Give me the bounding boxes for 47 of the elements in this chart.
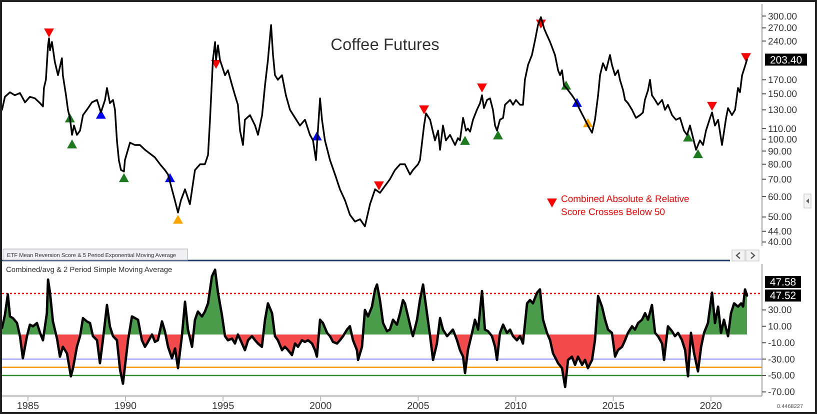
- y-tick-label: 80.00: [768, 160, 792, 170]
- point: [173, 214, 183, 224]
- point: [419, 105, 430, 114]
- y-tick-label: 110.00: [768, 124, 796, 135]
- y-tick-label: -10.00: [768, 338, 795, 349]
- x-tick-label: 1995: [212, 401, 235, 412]
- point: [741, 53, 751, 62]
- point: [693, 149, 703, 158]
- y-tick-label: -70.00: [768, 387, 795, 398]
- point: [477, 83, 487, 92]
- y-tick-label: 240.00: [768, 36, 798, 48]
- point: [67, 139, 78, 148]
- legend-label: Combined Absolute & Relative Score Crosses Below 50: [561, 194, 690, 218]
- y-tick-label: 300.00: [768, 11, 798, 22]
- y-tick-label: 30.00: [768, 305, 792, 316]
- x-tick-label: 2000: [310, 401, 332, 412]
- text: 47.58: [770, 276, 796, 289]
- y-tick-label: 50.00: [768, 212, 792, 224]
- text: Coffee Futures: [330, 36, 440, 54]
- y-tick-label: 70.00: [768, 174, 792, 186]
- text: 203.40: [770, 54, 802, 66]
- x-tick-label: 1985: [16, 401, 40, 412]
- point: [460, 136, 470, 145]
- point: [44, 28, 54, 38]
- x-tick-label: 2015: [602, 401, 625, 412]
- y-tick-label: 44.00: [768, 226, 792, 238]
- y-tick-label: -50.00: [768, 370, 795, 382]
- point: [118, 173, 129, 182]
- y-tick-label: 150.00: [768, 89, 798, 100]
- y-tick-label: 130.00: [768, 105, 798, 116]
- x-tick-label: 2005: [407, 401, 430, 412]
- y-tick-label: 100.00: [768, 134, 798, 146]
- y-tick-label: 90.00: [768, 146, 792, 158]
- point: [683, 132, 694, 142]
- point: [493, 130, 503, 140]
- y-tick-label: 170.00: [768, 74, 798, 86]
- y-tick-label: 40.00: [768, 237, 792, 248]
- point: [707, 102, 718, 111]
- y-tick-label: 10.00: [768, 322, 792, 333]
- x-tick-label: 2020: [700, 401, 722, 412]
- point: [374, 181, 384, 190]
- y-tick-label: 60.00: [768, 192, 792, 203]
- x-tick-label: 2010: [504, 401, 528, 412]
- y-tick-label: -30.00: [768, 354, 795, 366]
- text: 47.52: [770, 290, 796, 302]
- x-tick-label: 1990: [114, 401, 138, 412]
- y-tick-label: 270.00: [768, 23, 798, 34]
